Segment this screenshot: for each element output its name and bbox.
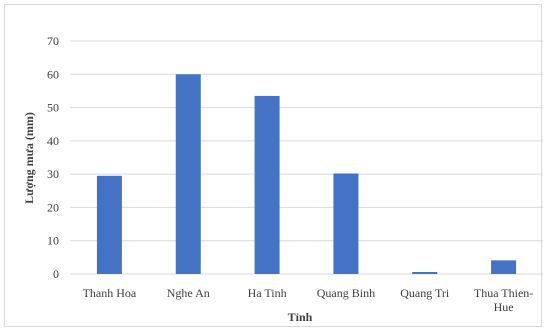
- y-tick-label: 60: [47, 67, 59, 81]
- x-tick-label: Thua Thien-Hue: [474, 286, 533, 314]
- y-tick-label: 70: [47, 34, 59, 48]
- y-tick-label: 0: [53, 267, 59, 281]
- bar: [412, 272, 438, 274]
- y-tick-label: 10: [47, 234, 59, 248]
- y-tick-label: 40: [47, 134, 59, 148]
- y-tick-labels: 0 10 20 30 40 50 60 70: [47, 34, 59, 281]
- gridlines: [70, 40, 543, 275]
- x-tick-label: Ha Tinh: [248, 286, 287, 300]
- bar: [175, 74, 201, 275]
- bar: [491, 260, 517, 274]
- bar: [333, 173, 359, 274]
- x-tick-label: Quang Binh: [317, 286, 375, 300]
- y-tick-label: 30: [47, 167, 59, 181]
- x-tick-labels: Thanh Hoa Nghe An Ha Tinh Quang Binh Quang T…: [83, 286, 534, 314]
- bar: [96, 175, 122, 274]
- bar: [254, 95, 280, 275]
- x-tick-label: Quang Tri: [400, 286, 450, 300]
- x-tick-label: Nghe An: [167, 286, 210, 300]
- y-axis-title: Lượng mưa (mm): [22, 112, 36, 204]
- x-axis-title: Tỉnh: [288, 310, 313, 324]
- y-tick-label: 20: [47, 200, 59, 214]
- y-tick-label: 50: [47, 101, 59, 115]
- x-tick-label: Thanh Hoa: [83, 286, 137, 300]
- bars: [96, 74, 517, 275]
